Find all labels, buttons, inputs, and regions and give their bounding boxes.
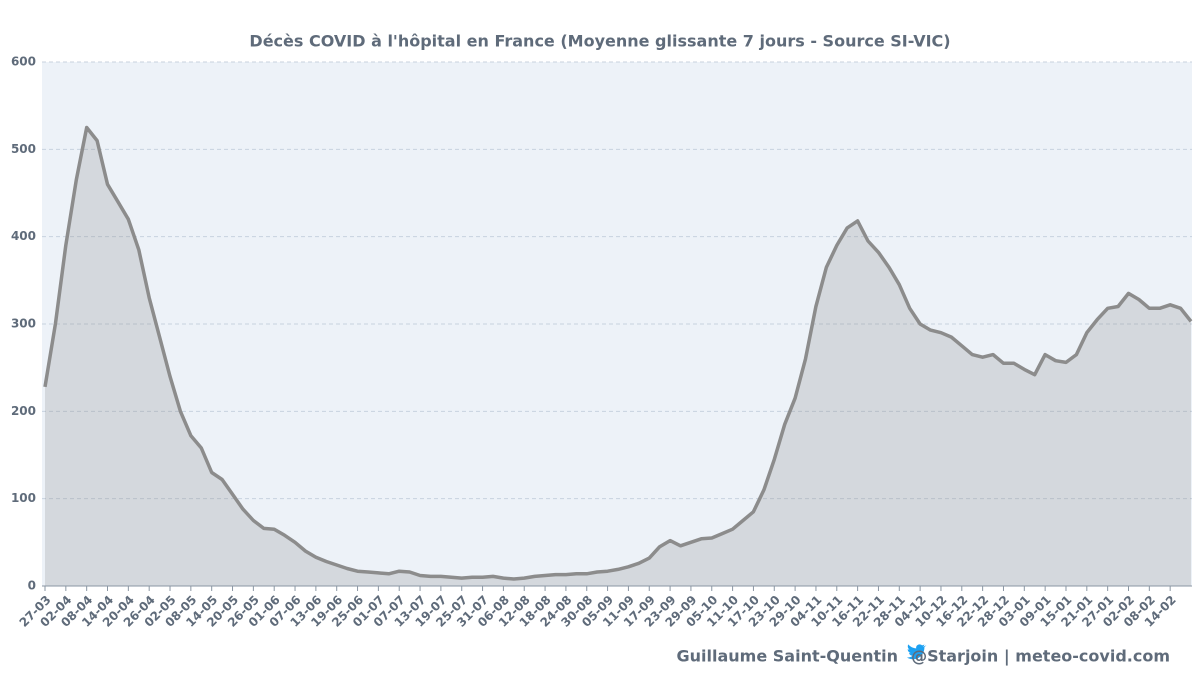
y-tick-label: 500 [11,142,36,156]
line [43,125,1193,581]
footer-handle: @Starjoin | meteo-covid.com [911,647,1170,667]
y-tick-label: 300 [11,317,36,331]
chart-title: Décès COVID à l'hôpital en France (Moyen… [249,32,950,51]
y-tick-label: 200 [11,404,36,418]
area [45,127,1191,586]
y-tick-label: 0 [28,579,36,593]
y-tick-label: 400 [11,229,36,243]
twitter-icon [906,644,927,660]
y-tick-label: 600 [11,55,36,69]
y-tick-label: 100 [11,491,36,505]
footer-author: Guillaume Saint-Quentin [677,647,899,666]
